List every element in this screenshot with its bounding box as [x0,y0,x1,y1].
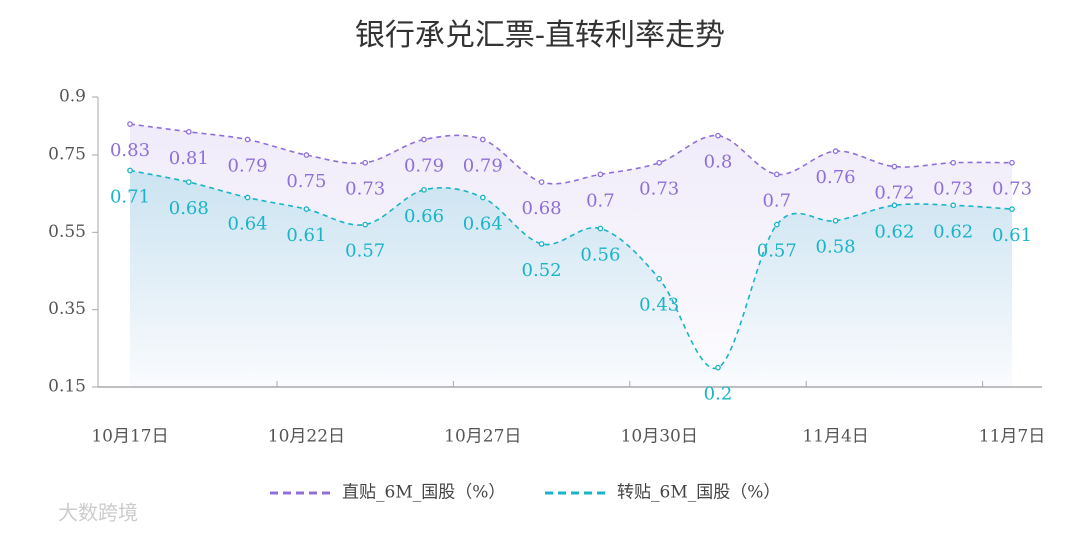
x-tick-label: 10月22日 [268,427,345,447]
legend-label: 转贴_6M_国股（%） [617,483,780,503]
point [1009,159,1015,166]
data-label: 0.81 [169,148,209,169]
point [479,194,486,201]
point [715,132,721,139]
point [479,136,486,143]
data-label: 0.7 [586,190,615,211]
y-tick-label: 0.9 [59,87,86,107]
y-tick-label: 0.15 [48,377,86,397]
data-label: 0.43 [639,295,679,316]
series-line [129,123,1013,185]
legend-label: 直贴_6M_国股（%） [342,483,505,503]
data-label: 0.79 [228,156,268,177]
data-label: 0.61 [286,225,326,246]
data-label: 0.64 [228,214,268,235]
point [127,167,133,174]
data-label: 0.7 [762,190,791,211]
data-label: 0.73 [933,179,973,200]
point [950,159,957,166]
data-label: 0.58 [816,237,856,258]
y-tick-label: 0.75 [48,145,86,165]
point [244,136,251,143]
point [185,128,192,135]
data-label: 0.56 [580,244,620,265]
data-label: 0.72 [874,183,914,204]
point [538,241,545,247]
point [950,202,957,209]
data-label: 0.76 [816,167,856,188]
data-label: 0.66 [404,206,444,227]
data-label: 0.83 [110,140,150,161]
data-label: 0.71 [110,186,150,207]
data-label: 0.2 [704,384,733,405]
point [891,163,898,170]
point [185,179,192,185]
data-label: 0.79 [404,156,444,177]
point [597,225,604,232]
y-tick-label: 0.35 [48,299,86,319]
point [1009,206,1015,212]
data-label: 0.68 [169,198,209,219]
point [362,221,369,228]
point [362,159,369,166]
point [891,202,898,209]
data-label: 0.73 [992,179,1032,200]
data-label: 0.57 [757,241,797,262]
data-label: 0.8 [704,152,733,173]
point [773,221,780,228]
data-label: 0.79 [463,156,503,177]
data-label: 0.57 [345,241,385,262]
point [421,136,427,143]
point [773,171,780,178]
data-label: 0.68 [522,198,562,219]
point [303,152,310,158]
x-tick-label: 11月7日 [979,427,1045,447]
point [656,275,663,282]
point [832,217,839,224]
point [303,206,310,212]
data-label: 0.62 [874,221,914,242]
data-label: 0.75 [286,171,326,192]
x-tick-label: 10月17日 [91,427,168,447]
point [127,121,133,127]
point [656,159,663,166]
y-tick-label: 0.55 [48,222,86,242]
data-label: 0.73 [639,179,679,200]
data-label: 0.61 [992,225,1032,246]
data-label: 0.52 [522,260,562,281]
point [421,186,427,193]
point [832,148,839,154]
point [715,364,721,371]
x-tick-label: 10月30日 [621,427,698,447]
point [538,179,545,185]
x-tick-label: 11月4日 [802,427,868,447]
data-label: 0.62 [933,221,973,242]
data-label: 0.64 [463,214,503,235]
watermark: 大数跨境 [58,501,138,525]
x-tick-label: 10月27日 [444,427,521,447]
chart-title: 银行承兑汇票-直转利率走势 [355,18,725,53]
point [244,194,251,201]
point [597,171,604,178]
data-label: 0.73 [345,179,385,200]
